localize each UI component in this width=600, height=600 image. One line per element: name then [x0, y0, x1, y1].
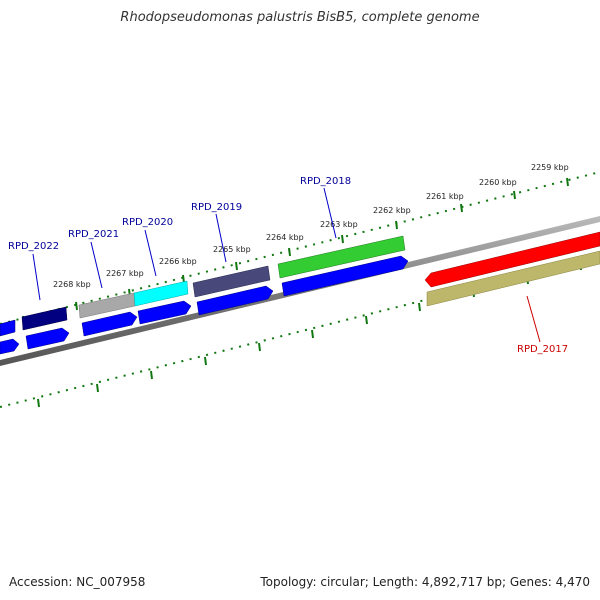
kbp-label: 2267 kbp	[106, 269, 144, 278]
cds-arrows-upper	[0, 255, 409, 355]
cds-arrow[interactable]	[281, 255, 409, 297]
kbp-label: 2261 kbp	[426, 192, 464, 201]
kbp-label: 2266 kbp	[159, 257, 197, 266]
upper-tick-rail	[0, 171, 600, 325]
kbp-label: 2263 kbp	[320, 220, 358, 229]
cds-arrow[interactable]	[25, 327, 70, 350]
cds-arrow[interactable]	[137, 300, 192, 325]
feature-row-upper	[0, 235, 406, 337]
map-title: Rhodopseudomonas palustris BisB5, comple…	[120, 10, 480, 25]
lower-tick-rail	[0, 255, 600, 408]
feature-rpd-2017-khaki[interactable]	[426, 250, 600, 307]
kbp-label: 2268 kbp	[53, 280, 91, 289]
feature-rpd-2018[interactable]	[277, 235, 406, 279]
feature-rpd-2023[interactable]	[0, 319, 16, 337]
kbp-label: 2264 kbp	[266, 233, 304, 242]
gene-leader-lines	[32, 187, 541, 343]
feature-rpd-2020[interactable]	[133, 280, 189, 307]
feature-rpd-2019[interactable]	[192, 265, 271, 298]
genome-stats-text: Topology: circular; Length: 4,892,717 bp…	[260, 575, 590, 589]
cds-arrow[interactable]	[0, 338, 20, 355]
gene-label-rpd-2020: RPD_2020	[122, 217, 173, 228]
kbp-label: 2262 kbp	[373, 206, 411, 215]
kbp-label: 2265 kbp	[213, 245, 251, 254]
feature-rpd-2017-red[interactable]	[424, 231, 600, 288]
gene-label-rpd-2018: RPD_2018	[300, 176, 351, 187]
feature-rpd-2022[interactable]	[21, 306, 68, 331]
cds-arrow[interactable]	[81, 311, 138, 337]
gene-label-rpd-2022: RPD_2022	[8, 241, 59, 252]
kbp-label: 2259 kbp	[531, 163, 569, 172]
gene-label-rpd-2021: RPD_2021	[68, 229, 119, 240]
gene-labels: RPD_2022 RPD_2021 RPD_2020 RPD_2019 RPD_…	[8, 176, 568, 355]
cds-arrow[interactable]	[196, 285, 274, 316]
gene-label-rpd-2017: RPD_2017	[517, 344, 568, 355]
feature-row-right	[424, 231, 600, 307]
gene-label-rpd-2019: RPD_2019	[191, 202, 242, 213]
kbp-label: 2260 kbp	[479, 178, 517, 187]
kbp-labels: 2259 kbp 2260 kbp 2261 kbp 2262 kbp 2263…	[53, 163, 569, 289]
accession-text: Accession: NC_007958	[9, 575, 146, 589]
